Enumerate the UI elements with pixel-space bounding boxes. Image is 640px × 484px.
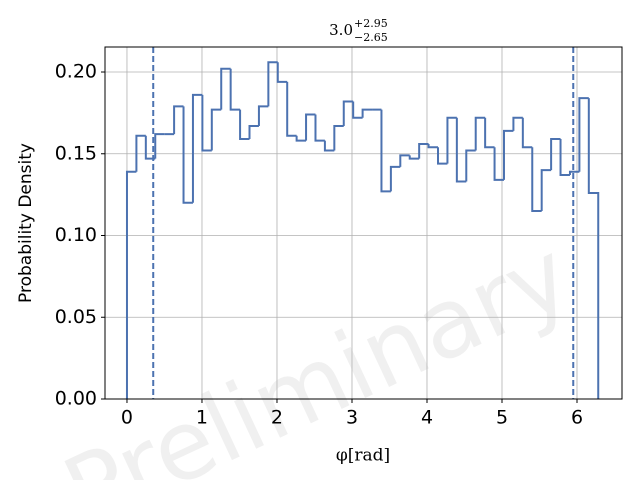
x-tick-label: 3 xyxy=(346,407,358,429)
histogram-step xyxy=(276,62,288,83)
histogram-step xyxy=(173,105,184,135)
histogram-step xyxy=(484,117,495,149)
histogram-step xyxy=(295,135,307,142)
histogram-step xyxy=(389,165,401,192)
histogram-step xyxy=(210,108,222,151)
histogram-step xyxy=(286,81,297,137)
x-tick-label: 0 xyxy=(121,407,133,429)
histogram-step xyxy=(201,94,212,152)
title-sub: −2.65 xyxy=(354,31,388,44)
histogram-step xyxy=(455,117,467,183)
histogram-step xyxy=(587,98,600,399)
histogram-step xyxy=(220,67,231,110)
title-sup: +2.95 xyxy=(354,17,388,30)
x-tick-label: 2 xyxy=(271,407,283,429)
histogram-step xyxy=(521,117,533,149)
histogram-step xyxy=(267,61,278,107)
histogram-step xyxy=(427,143,439,149)
histogram-step xyxy=(314,114,325,142)
histogram-step xyxy=(578,97,589,172)
histogram-step xyxy=(305,113,316,141)
watermark: Preliminary xyxy=(48,219,587,480)
histogram-step xyxy=(399,154,410,167)
histogram-step xyxy=(125,170,137,399)
histogram-step xyxy=(512,116,523,131)
histogram-step xyxy=(257,105,269,126)
x-tick-label: 5 xyxy=(496,407,508,429)
histogram-step xyxy=(182,106,193,204)
histogram-step xyxy=(191,93,203,203)
plot-frame xyxy=(104,46,623,400)
y-tick-label: 0.05 xyxy=(55,306,97,328)
histogram-step xyxy=(446,116,457,164)
histogram-step xyxy=(502,129,514,180)
histogram-step xyxy=(550,138,561,171)
histogram-step xyxy=(144,135,156,160)
title-main: 3.0 xyxy=(329,21,353,39)
histogram-step xyxy=(465,149,476,182)
histogram-step xyxy=(380,109,391,193)
y-tick-label: 0.10 xyxy=(55,224,97,246)
x-tick-label: 4 xyxy=(421,407,433,429)
y-axis-label: Probability Density xyxy=(16,143,36,303)
histogram-step xyxy=(239,109,250,141)
histogram-step xyxy=(154,133,165,159)
histogram-step xyxy=(531,147,542,212)
x-tick-label: 6 xyxy=(571,407,583,429)
histogram-step xyxy=(352,101,363,119)
histogram-step xyxy=(323,140,335,152)
x-tick-label: 1 xyxy=(196,407,208,429)
y-tick-label: 0.15 xyxy=(55,142,97,164)
histogram-step xyxy=(408,155,420,160)
histogram-step xyxy=(568,170,580,176)
histogram-step xyxy=(418,142,429,159)
x-axis-label: φ[rad] xyxy=(336,446,390,466)
y-tick-label: 0.00 xyxy=(55,388,97,410)
histogram-step xyxy=(437,147,448,165)
histogram-step xyxy=(361,108,373,118)
histogram-step xyxy=(540,169,552,211)
histogram-step xyxy=(135,134,146,172)
histogram-step xyxy=(248,124,259,140)
histogram-step xyxy=(493,147,504,181)
histogram-step xyxy=(474,116,486,151)
histogram-step xyxy=(342,100,354,126)
histogram-step xyxy=(229,68,241,111)
y-tick-label: 0.20 xyxy=(55,61,97,83)
histogram-step xyxy=(333,124,344,151)
histogram-step xyxy=(559,139,570,177)
